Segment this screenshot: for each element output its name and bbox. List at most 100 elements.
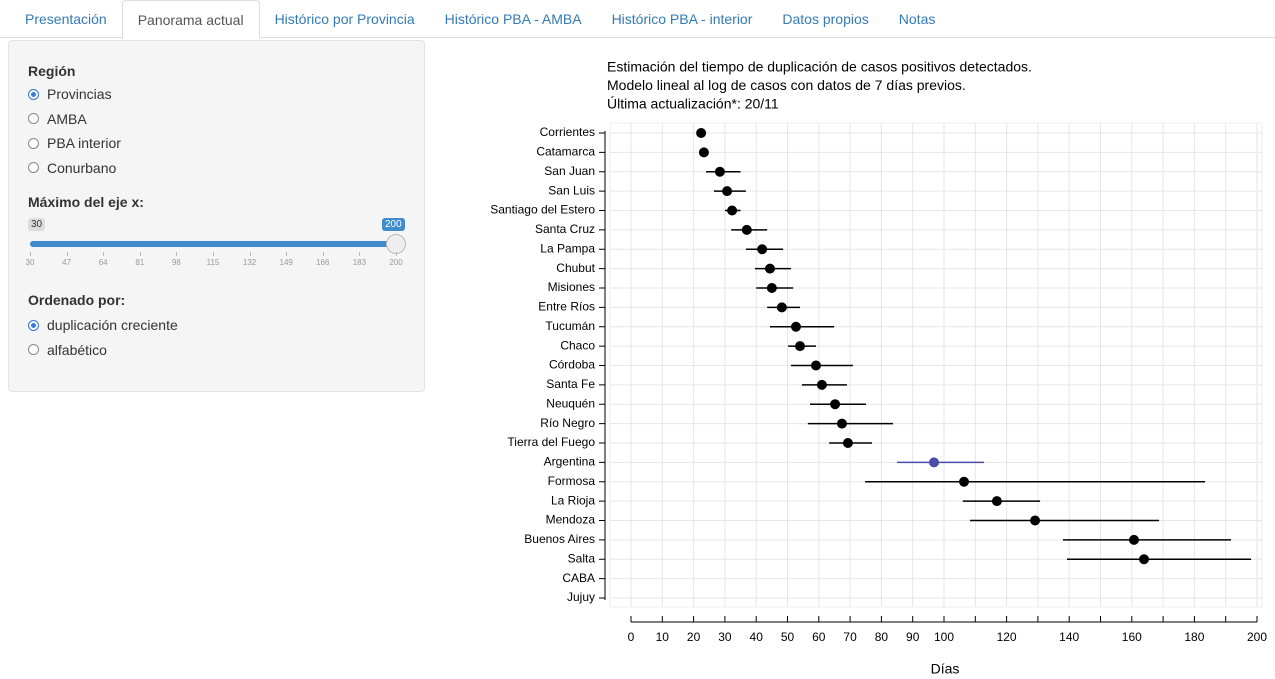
y-tick-label: Catamarca bbox=[536, 145, 595, 159]
x-tick-label: 70 bbox=[843, 630, 857, 644]
x-tick-label: 80 bbox=[875, 630, 889, 644]
slider[interactable]: 30 200 30 47 64 81 98 115 132 149 166 183 200 bbox=[26, 216, 408, 267]
slider-tick-label: 149 bbox=[279, 258, 293, 267]
point bbox=[810, 360, 821, 371]
y-tick-label: San Juan bbox=[544, 164, 595, 178]
point bbox=[696, 128, 707, 138]
radio-option[interactable]: Conurbano bbox=[28, 160, 116, 176]
radio-button[interactable] bbox=[28, 88, 39, 100]
tab[interactable]: Presentación bbox=[25, 11, 107, 27]
point bbox=[991, 496, 1002, 507]
slider-tick-label: 200 bbox=[389, 258, 403, 267]
y-tick-label: Salta bbox=[568, 551, 596, 565]
radio-button[interactable] bbox=[28, 319, 39, 331]
x-tick-label: 60 bbox=[812, 630, 826, 644]
y-tick-label: Buenos Aires bbox=[524, 532, 595, 546]
x-tick-label: 10 bbox=[656, 630, 670, 644]
tab[interactable]: Histórico PBA - interior bbox=[611, 11, 753, 27]
radio-option[interactable]: AMBA bbox=[28, 111, 87, 127]
slider-tick bbox=[139, 252, 141, 256]
slider-tick bbox=[176, 252, 178, 256]
radio-option[interactable]: PBA interior bbox=[28, 135, 121, 151]
radio-label: Conurbano bbox=[47, 159, 117, 176]
point bbox=[1030, 515, 1041, 526]
radio-option[interactable]: duplicación creciente bbox=[28, 317, 178, 333]
y-tick-label: Misiones bbox=[548, 280, 595, 294]
radio-button[interactable] bbox=[28, 137, 39, 149]
slider-tick bbox=[359, 252, 361, 256]
slider-tick-label: 81 bbox=[135, 258, 145, 267]
x-tick-label: 0 bbox=[628, 630, 635, 644]
point bbox=[776, 302, 787, 313]
point bbox=[928, 457, 939, 468]
point bbox=[836, 418, 847, 429]
tab[interactable]: Datos propios bbox=[782, 11, 869, 27]
y-tick-label: Jujuy bbox=[567, 590, 595, 604]
radio-option[interactable]: Provincias bbox=[28, 86, 112, 102]
chart: Estimación del tiempo de duplicación de … bbox=[490, 59, 1267, 677]
y-tick-label: Chaco bbox=[560, 338, 595, 352]
point bbox=[830, 399, 841, 410]
radio-label: Provincias bbox=[47, 86, 112, 102]
y-tick-label: San Luis bbox=[548, 183, 595, 197]
slider-tick bbox=[249, 252, 251, 256]
x-tick-label: 200 bbox=[1247, 630, 1267, 644]
tab[interactable]: Histórico PBA - AMBA bbox=[444, 11, 582, 27]
label: Región bbox=[28, 63, 76, 79]
chart-title: Última actualización*: 20/11 bbox=[607, 96, 779, 112]
y-tick-label: CABA bbox=[562, 571, 595, 585]
x-tick-label: 100 bbox=[934, 630, 954, 644]
x-tick-label: 30 bbox=[718, 630, 732, 644]
tab[interactable]: Panorama actual bbox=[121, 0, 260, 39]
radio-label: alfabético bbox=[47, 341, 107, 358]
y-tick-label: Argentina bbox=[544, 455, 596, 469]
point bbox=[1128, 534, 1139, 545]
slider-tick bbox=[103, 252, 105, 256]
slider-tick-label: 115 bbox=[206, 258, 220, 267]
y-tick-label: Río Negro bbox=[540, 416, 595, 430]
point bbox=[816, 379, 827, 390]
slider-value: 200 bbox=[382, 218, 405, 231]
y-tick-label: Santiago del Estero bbox=[490, 203, 595, 217]
radio-option[interactable]: alfabético bbox=[28, 342, 107, 358]
y-tick-label: Tucumán bbox=[545, 319, 595, 333]
radio-button[interactable] bbox=[28, 344, 39, 355]
point bbox=[757, 244, 768, 255]
y-tick-label: Formosa bbox=[548, 474, 596, 488]
slider-tick bbox=[286, 252, 288, 256]
point bbox=[766, 283, 777, 293]
slider-tick-label: 30 bbox=[25, 258, 35, 267]
point bbox=[795, 341, 806, 352]
point bbox=[714, 166, 725, 177]
point bbox=[727, 205, 738, 216]
radio-label: duplicación creciente bbox=[47, 317, 178, 333]
slider-tick bbox=[396, 252, 397, 256]
radio-button[interactable] bbox=[28, 113, 39, 124]
slider-min: 30 bbox=[28, 218, 46, 231]
y-tick-label: Corrientes bbox=[540, 125, 595, 139]
y-tick-label: La Rioja bbox=[551, 493, 595, 507]
sidebar: Región Máximo del eje x: 30 200 30 47 64 81 98… bbox=[8, 40, 425, 392]
slider-handle[interactable] bbox=[386, 234, 406, 254]
x-axis-label: Días bbox=[931, 661, 960, 677]
tab[interactable]: Notas bbox=[898, 11, 936, 27]
x-tick-label: 40 bbox=[750, 630, 764, 644]
slider-tick-label: 64 bbox=[98, 258, 108, 267]
y-tick-label: Neuquén bbox=[546, 396, 595, 410]
point bbox=[1139, 554, 1150, 565]
slider-tick-label: 183 bbox=[352, 258, 367, 267]
slider-tick-label: 166 bbox=[316, 258, 330, 267]
label: Ordenado por: bbox=[28, 292, 126, 308]
chart-title: Estimación del tiempo de duplicación de … bbox=[607, 59, 1032, 75]
y-tick-label: Santa Cruz bbox=[535, 222, 595, 236]
tab[interactable]: Histórico por Provincia bbox=[274, 11, 415, 27]
point bbox=[842, 438, 853, 448]
x-tick-label: 50 bbox=[781, 630, 795, 644]
radio-button[interactable] bbox=[28, 162, 39, 173]
point bbox=[741, 224, 752, 235]
y-tick-label: Mendoza bbox=[546, 513, 596, 527]
y-tick-label: Entre Ríos bbox=[538, 300, 595, 314]
slider-tick bbox=[30, 252, 31, 256]
y-tick-label: Tierra del Fuego bbox=[507, 435, 595, 449]
x-tick-label: 120 bbox=[997, 630, 1017, 644]
